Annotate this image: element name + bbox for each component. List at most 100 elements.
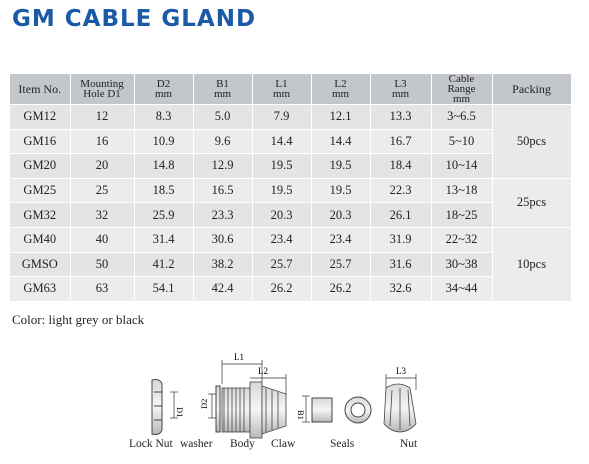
- cell-l1: 20.3: [252, 202, 312, 228]
- cell-range: 5~10: [431, 129, 493, 155]
- header-packing: Packing: [492, 74, 572, 105]
- l3-label: L3: [396, 366, 406, 376]
- cell-l2: 25.7: [311, 252, 371, 278]
- cell-l3: 26.1: [370, 202, 432, 228]
- cell-range: 30~38: [431, 252, 493, 278]
- cell-l3: 32.6: [370, 276, 432, 302]
- spec-table: Item No. Mounting Hole D1 D2 mm B1 mm L1 mm …: [10, 74, 572, 302]
- cell-item: GM40: [10, 227, 71, 253]
- header-l1: L1 mm: [252, 74, 312, 105]
- cell-l1: 19.5: [252, 153, 312, 179]
- header-cable-range: Cable Range mm: [431, 74, 493, 105]
- l1-label: L1: [234, 352, 244, 362]
- cell-packing: 10pcs: [492, 227, 572, 302]
- header-b1: B1 mm: [193, 74, 253, 105]
- cell-l2: 19.5: [311, 153, 371, 179]
- header-d2: D2 mm: [134, 74, 194, 105]
- cell-range: 10~14: [431, 153, 493, 179]
- cell-hole: 40: [70, 227, 135, 253]
- cell-range: 22~32: [431, 227, 493, 253]
- table-row: GM32 32 25.9 23.3 20.3 20.3 26.1 18~25: [10, 202, 571, 228]
- cell-l1: 7.9: [252, 104, 312, 130]
- cell-item: GM32: [10, 202, 71, 228]
- lock-nut-drawing: [151, 379, 163, 435]
- color-note: Color: light grey or black: [12, 312, 145, 327]
- header-l2: L2 mm: [311, 74, 371, 105]
- label-body: Body: [230, 438, 255, 450]
- cell-d2: 10.9: [134, 129, 194, 155]
- cell-b1: 12.9: [193, 153, 253, 179]
- body-drawing: [221, 381, 287, 439]
- cell-l3: 31.9: [370, 227, 432, 253]
- header-mounting-hole: Mounting Hole D1: [70, 74, 135, 105]
- cell-b1: 5.0: [193, 104, 253, 130]
- cell-l2: 14.4: [311, 129, 371, 155]
- cell-l1: 25.7: [252, 252, 312, 278]
- cell-hole: 12: [70, 104, 135, 130]
- cell-hole: 16: [70, 129, 135, 155]
- l2-label: L2: [258, 366, 268, 376]
- cell-hole: 50: [70, 252, 135, 278]
- cell-d2: 31.4: [134, 227, 194, 253]
- table-row: GM63 63 54.1 42.4 26.2 26.2 32.6 34~44: [10, 276, 571, 302]
- cell-packing: 50pcs: [492, 104, 572, 179]
- cell-d2: 18.5: [134, 178, 194, 204]
- b1-dimension: [302, 395, 310, 423]
- cell-b1: 30.6: [193, 227, 253, 253]
- cell-item: GM20: [10, 153, 71, 179]
- cell-hole: 63: [70, 276, 135, 302]
- cell-l3: 13.3: [370, 104, 432, 130]
- cell-l3: 18.4: [370, 153, 432, 179]
- cell-l3: 16.7: [370, 129, 432, 155]
- cell-range: 3~6.5: [431, 104, 493, 130]
- cell-b1: 38.2: [193, 252, 253, 278]
- cell-item: GM25: [10, 178, 71, 204]
- cell-item: GM16: [10, 129, 71, 155]
- label-seals: Seals: [330, 438, 355, 450]
- cell-l2: 20.3: [311, 202, 371, 228]
- label-washer: washer: [180, 438, 213, 450]
- cell-hole: 25: [70, 178, 135, 204]
- cell-d2: 8.3: [134, 104, 194, 130]
- cell-b1: 23.3: [193, 202, 253, 228]
- cell-l1: 19.5: [252, 178, 312, 204]
- seal-cylinder-drawing: [311, 397, 333, 423]
- header-l3: L3 mm: [370, 74, 432, 105]
- cell-item: GM63: [10, 276, 71, 302]
- cell-l1: 23.4: [252, 227, 312, 253]
- table-row: GM25 25 18.5 16.5 19.5 19.5 22.3 13~18 25pcs: [10, 178, 572, 228]
- cell-hole: 20: [70, 153, 135, 179]
- cell-b1: 42.4: [193, 276, 253, 302]
- table-row: GM20 20 14.8 12.9 19.5 19.5 18.4 10~14: [10, 153, 571, 179]
- gland-diagram: D1 D2 L1 L2 B1: [151, 352, 417, 439]
- l3-dimension: [385, 374, 417, 390]
- nut-drawing: [383, 383, 417, 433]
- cell-l2: 12.1: [311, 104, 371, 130]
- table-row: GM16 16 10.9 9.6 14.4 14.4 16.7 5~10: [10, 129, 571, 155]
- table-row: GM12 12 8.3 5.0 7.9 12.1 13.3 3~6.5 50pcs: [10, 104, 572, 179]
- cell-range: 13~18: [431, 178, 493, 204]
- cell-l3: 31.6: [370, 252, 432, 278]
- label-nut: Nut: [400, 438, 418, 450]
- page-title: GM CABLE GLAND: [12, 6, 257, 32]
- d1-label: D1: [175, 407, 185, 417]
- d2-label: D2: [199, 399, 209, 409]
- header-item: Item No.: [10, 74, 71, 105]
- cell-l2: 23.4: [311, 227, 371, 253]
- cell-range: 34~44: [431, 276, 493, 302]
- d2-dimension: [208, 393, 216, 419]
- b1-label: B1: [296, 410, 306, 420]
- table-row: GMSO 50 41.2 38.2 25.7 25.7 31.6 30~38: [10, 252, 571, 278]
- label-claw: Claw: [271, 438, 296, 450]
- cell-d2: 14.8: [134, 153, 194, 179]
- cell-l1: 14.4: [252, 129, 312, 155]
- cell-d2: 25.9: [134, 202, 194, 228]
- cell-packing: 25pcs: [492, 178, 572, 228]
- l2-dimension: [250, 374, 287, 394]
- d1-dimension: [170, 391, 178, 419]
- cell-l2: 26.2: [311, 276, 371, 302]
- cell-d2: 54.1: [134, 276, 194, 302]
- cell-l1: 26.2: [252, 276, 312, 302]
- cell-hole: 32: [70, 202, 135, 228]
- cell-l2: 19.5: [311, 178, 371, 204]
